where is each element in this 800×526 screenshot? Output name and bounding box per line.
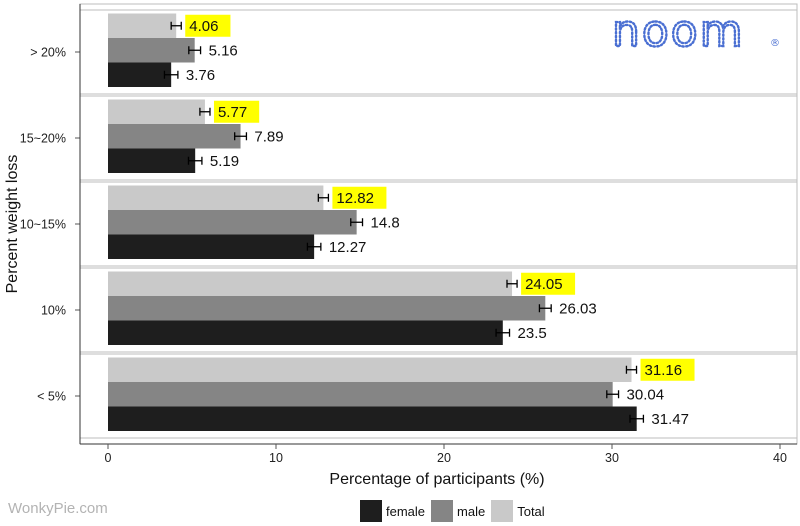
data-label: 31.47 (651, 411, 689, 428)
legend-swatch (491, 500, 514, 522)
registered-mark: ® (770, 38, 780, 49)
data-label: 5.77 (218, 104, 247, 121)
bar-female (108, 406, 637, 431)
data-label: 30.04 (627, 386, 665, 403)
x-tick-label: 30 (605, 451, 619, 465)
label-highlight (640, 358, 695, 381)
watermark: WonkyPie.com (8, 500, 108, 517)
legend-item-total: Total (491, 500, 545, 522)
legend-swatch (431, 500, 454, 522)
legend-label: female (386, 503, 426, 519)
bar-female (108, 148, 196, 173)
logo-text: noom (612, 6, 745, 57)
x-tick-label: 0 (105, 451, 112, 465)
bar-total (108, 99, 205, 124)
data-label: 23.5 (518, 325, 547, 342)
label-highlight (213, 100, 260, 123)
bar-total (108, 13, 177, 38)
bar-total (108, 357, 632, 382)
data-label: 26.03 (559, 300, 597, 317)
data-label: 14.8 (371, 214, 400, 231)
category-label: < 5% (37, 390, 66, 404)
bar-female (108, 234, 315, 259)
bar-female (108, 320, 503, 345)
category-label: 10~15% (20, 218, 66, 232)
category-label: > 20% (30, 46, 66, 60)
category-label: 10% (41, 304, 66, 318)
bar-total (108, 185, 324, 210)
data-label: 7.89 (254, 128, 283, 145)
bar-total (108, 271, 513, 296)
x-tick-label: 10 (269, 451, 283, 465)
data-label: 12.82 (336, 190, 374, 207)
data-label: 4.06 (189, 18, 218, 35)
y-axis-label: Percent weight loss (4, 155, 21, 294)
legend-item-male: male (431, 500, 485, 522)
legend-label: male (457, 503, 486, 519)
data-label: 3.76 (186, 67, 215, 84)
label-highlight (332, 186, 387, 209)
bar-female (108, 62, 172, 87)
category-label: 15~20% (20, 132, 66, 146)
data-label: 5.19 (210, 153, 239, 170)
legend: female male Total (360, 500, 551, 522)
data-label: 24.05 (525, 276, 563, 293)
bar-male (108, 296, 546, 321)
data-label: 5.16 (209, 42, 238, 59)
label-highlight (185, 14, 231, 37)
label-highlight (521, 272, 576, 295)
x-tick-label: 20 (437, 451, 451, 465)
bar-male (108, 124, 241, 149)
data-label: 12.27 (329, 239, 367, 256)
bar-male (108, 38, 195, 63)
legend-item-female: female (360, 500, 425, 522)
bar-male (108, 210, 357, 235)
legend-label: Total (517, 503, 545, 519)
bar-male (108, 382, 613, 407)
x-tick-label: 40 (773, 451, 787, 465)
data-label: 31.16 (645, 362, 683, 379)
noom-logo: noom ® (611, 5, 780, 58)
x-axis-label: Percentage of participants (%) (329, 471, 544, 488)
legend-swatch (360, 500, 382, 522)
